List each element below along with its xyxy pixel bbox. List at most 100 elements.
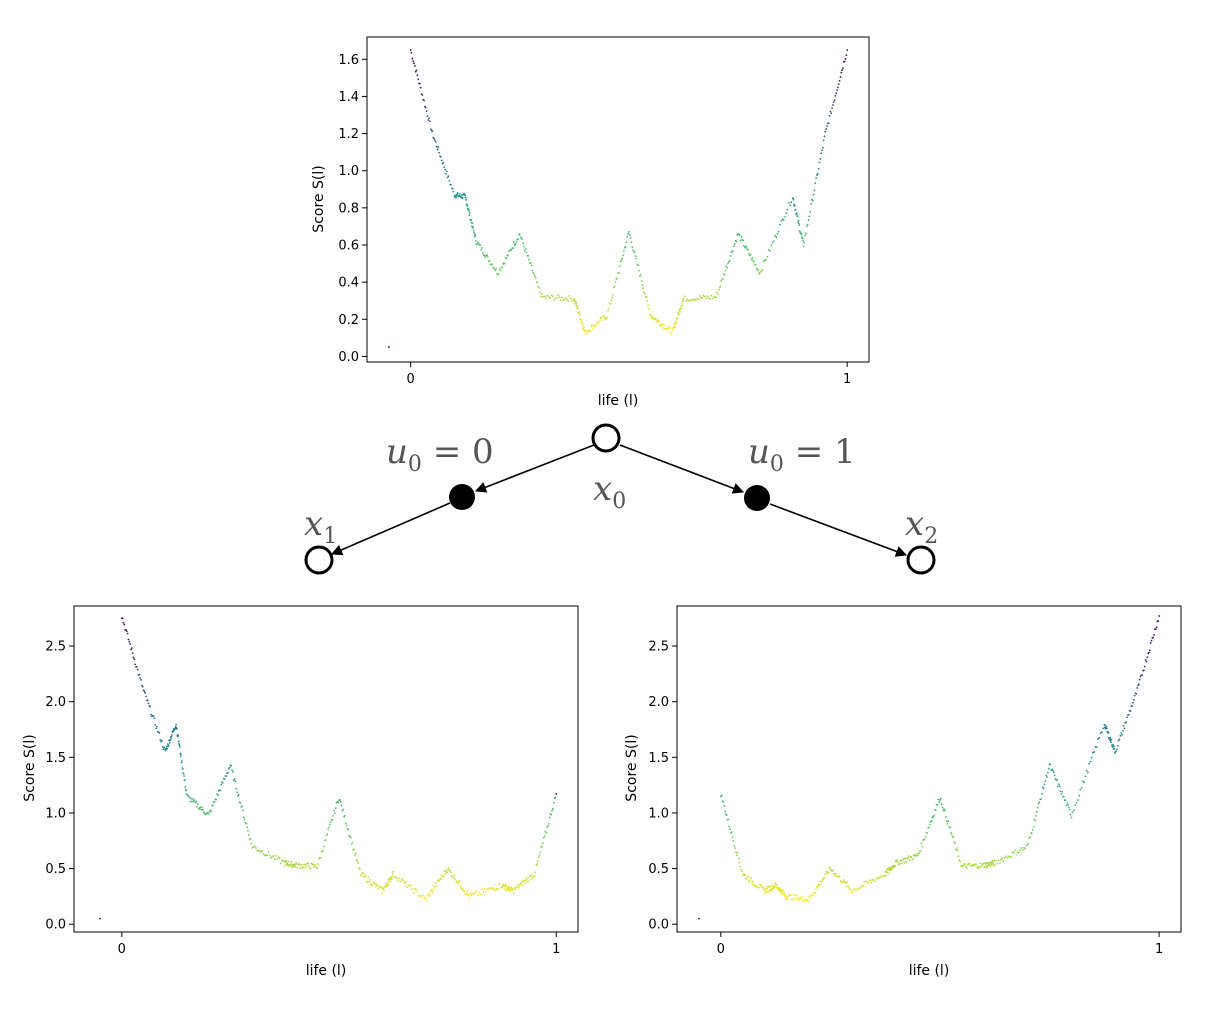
scatter-point (416, 890, 419, 893)
scatter-point (440, 159, 443, 162)
scatter-point (809, 896, 812, 899)
scatter-point (465, 890, 468, 893)
scatter-point (766, 890, 769, 893)
scatter-point (413, 62, 415, 65)
scatter-point (943, 808, 946, 810)
scatter-point (1035, 810, 1038, 813)
scatter-point (201, 806, 203, 809)
scatter-point (447, 175, 450, 178)
scatter-point (185, 789, 188, 792)
scatter-point (591, 324, 593, 327)
scatter-point (851, 891, 854, 893)
scatter-point (179, 752, 182, 755)
scatter-point (649, 314, 652, 317)
chart-bottom-left-ylabel: Score S(l) (22, 734, 38, 801)
scatter-point (452, 190, 455, 193)
scatter-point (655, 320, 658, 323)
ytick-label: 1.4 (338, 90, 359, 105)
scatter-point (576, 306, 579, 309)
scatter-point (1017, 851, 1020, 854)
scatter-point (369, 878, 371, 881)
scatter-point (422, 894, 425, 897)
chart-top-frame (366, 36, 870, 363)
scatter-point (350, 843, 353, 846)
scatter-point (1120, 732, 1123, 734)
scatter-point (285, 860, 288, 862)
scatter-point (396, 877, 398, 880)
scatter-point (805, 232, 807, 235)
scatter-point (938, 801, 941, 803)
scatter-point (591, 328, 594, 331)
scatter-point (190, 797, 193, 800)
scatter-point (569, 297, 572, 300)
scatter-point (780, 892, 782, 895)
scatter-point (483, 254, 486, 257)
scatter-point (634, 255, 637, 258)
scatter-point (531, 269, 534, 272)
scatter-point (766, 887, 769, 890)
scatter-point (290, 860, 293, 863)
scatter-point (236, 791, 239, 794)
scatter-point (253, 845, 256, 848)
scatter-point (807, 900, 810, 902)
scatter-point (299, 867, 302, 870)
scatter-point (979, 862, 982, 865)
scatter-point (945, 820, 948, 823)
scatter-point (595, 324, 598, 327)
scatter-point (166, 747, 169, 750)
scatter-point (760, 884, 763, 887)
scatter-point (497, 888, 500, 890)
scatter-point (578, 312, 580, 315)
scatter-point (1012, 851, 1015, 854)
scatter-point (427, 894, 430, 897)
scatter-point (184, 786, 187, 788)
scatter-point (434, 139, 436, 142)
scatter-point (459, 884, 462, 887)
scatter-point (195, 800, 198, 803)
scatter-point (368, 881, 371, 883)
scatter-point (167, 744, 170, 747)
scatter-point (990, 863, 993, 866)
scatter-point (483, 887, 486, 890)
label-x0: x0 (593, 469, 626, 514)
scatter-point (276, 858, 279, 861)
scatter-point (794, 208, 797, 211)
scatter-point (361, 871, 364, 874)
scatter-point (724, 810, 726, 813)
scatter-point (680, 307, 682, 310)
scatter-point (436, 148, 439, 151)
scatter-point (823, 876, 826, 879)
scatter-point (446, 869, 449, 872)
scatter-point (442, 161, 445, 164)
scatter-point (161, 739, 163, 742)
scatter-point (813, 189, 816, 192)
scatter-point (180, 753, 183, 756)
scatter-point (950, 833, 953, 836)
ytick-label: 1.6 (338, 53, 359, 68)
scatter-point (303, 863, 305, 866)
scatter-point (834, 874, 837, 877)
scatter-point (292, 865, 295, 868)
scatter-point (1002, 860, 1005, 862)
scatter-point (1093, 751, 1096, 753)
scatter-point (874, 880, 876, 883)
scatter-point (536, 281, 539, 283)
scatter-point (842, 879, 845, 881)
scatter-point (403, 881, 406, 884)
scatter-point (762, 888, 765, 890)
scatter-point (1158, 615, 1160, 617)
scatter-point (300, 864, 303, 866)
scatter-point (744, 874, 747, 877)
scatter-point (182, 772, 185, 775)
scatter-point (869, 879, 871, 882)
scatter-point (1118, 738, 1121, 741)
scatter-point (921, 845, 924, 848)
scatter-point (558, 296, 561, 298)
scatter-point (964, 863, 967, 865)
scatter-point (732, 245, 735, 247)
scatter-point (456, 191, 459, 194)
scatter-point (410, 51, 413, 54)
scatter-point (1148, 649, 1151, 652)
scatter-point (926, 831, 929, 834)
